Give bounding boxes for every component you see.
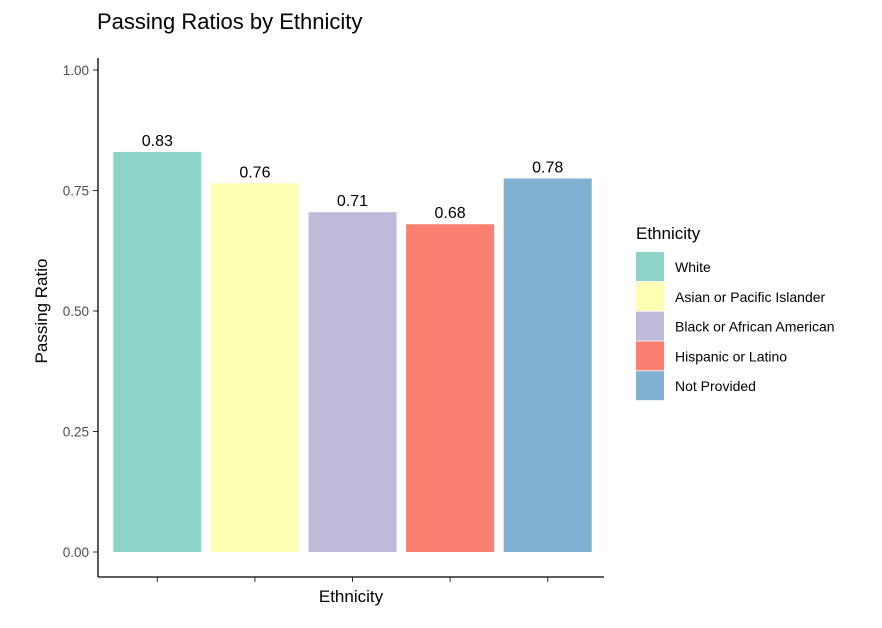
y-axis-title: Passing Ratio	[32, 259, 51, 364]
bar-1	[113, 151, 202, 552]
legend-label-1: White	[675, 259, 711, 275]
y-tick-label-2: 0.25	[63, 425, 89, 440]
bar-5	[503, 178, 592, 552]
data-label-2: 0.76	[239, 164, 270, 181]
legend-label-5: Not Provided	[675, 378, 756, 394]
legend-title: Ethnicity	[636, 224, 701, 243]
bar-4	[406, 224, 495, 553]
chart-title: Passing Ratios by Ethnicity	[97, 9, 362, 34]
legend-swatch-4	[636, 341, 664, 371]
legend-label-3: Black or African American	[675, 319, 835, 335]
legend-label-2: Asian or Pacific Islander	[675, 289, 826, 305]
data-label-4: 0.68	[435, 205, 466, 222]
legend-swatch-5	[636, 371, 664, 401]
legend-swatch-3	[636, 311, 664, 341]
bar-3	[308, 212, 397, 552]
x-axis-title: Ethnicity	[319, 587, 384, 606]
legend: Ethnicity White Asian or Pacific Islander…	[636, 224, 835, 401]
data-label-1: 0.83	[142, 133, 173, 150]
y-tick-label-3: 0.50	[63, 304, 89, 319]
legend-swatch-1	[636, 252, 664, 281]
plot-area: 0.83 0.76 0.71 0.68 0.78 0.00 0.25 0.50 0.75 1.00	[63, 58, 604, 582]
data-label-3: 0.71	[337, 193, 368, 210]
legend-label-4: Hispanic or Latino	[675, 348, 787, 364]
legend-swatch-2	[636, 281, 664, 311]
bar-2	[210, 183, 299, 552]
data-label-5: 0.78	[532, 159, 563, 176]
y-tick-label-4: 0.75	[63, 184, 89, 199]
y-tick-label-5: 1.00	[63, 63, 89, 78]
y-tick-label-1: 0.00	[63, 545, 89, 560]
